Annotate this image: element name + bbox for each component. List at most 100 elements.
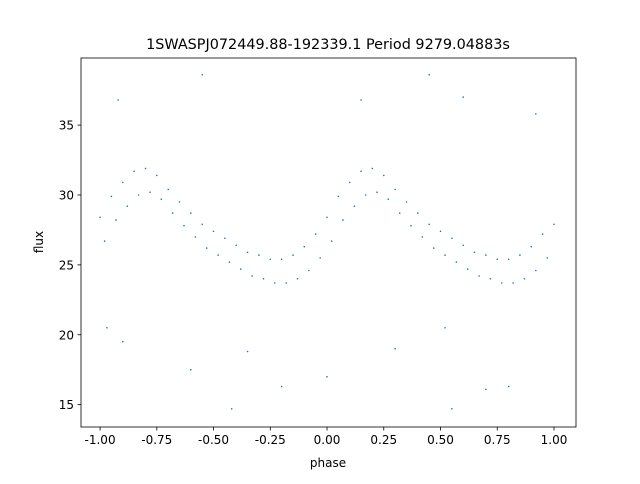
- data-point: [183, 224, 185, 227]
- data-point: [308, 269, 310, 272]
- x-tick-label: -0.25: [255, 433, 286, 447]
- data-point: [541, 233, 544, 235]
- y-axis-label: flux: [32, 231, 46, 253]
- data-point: [342, 219, 344, 221]
- data-point: [217, 254, 219, 256]
- data-point: [296, 278, 299, 280]
- data-point: [330, 240, 333, 242]
- data-point: [285, 282, 288, 284]
- data-point: [535, 269, 537, 272]
- data-point: [383, 174, 385, 177]
- data-point: [444, 254, 446, 256]
- y-axis-ticks: 15 20 25 30 35: [59, 119, 81, 412]
- data-point: [353, 205, 356, 207]
- data-point: [122, 340, 124, 343]
- data-point: [364, 194, 367, 196]
- x-axis-ticks: -1.00 -0.75 -0.50 -0.25 0.00 0.25 0.50 0.75 1.00: [85, 427, 568, 447]
- data-point: [535, 113, 537, 115]
- data-point: [371, 167, 374, 170]
- data-point: [553, 223, 555, 226]
- data-point: [485, 388, 487, 391]
- y-tick-label: 25: [59, 258, 74, 272]
- x-axis-label: phase: [310, 456, 346, 470]
- data-point: [394, 347, 396, 350]
- data-point: [280, 385, 283, 388]
- data-point: [262, 278, 265, 280]
- data-point: [348, 181, 351, 184]
- data-point: [428, 223, 431, 226]
- chart-title: 1SWASPJ072449.88-192339.1 Period 9279.04…: [146, 37, 510, 53]
- data-point: [171, 212, 174, 214]
- data-point: [201, 74, 203, 76]
- data-point: [455, 261, 458, 263]
- data-point: [110, 195, 113, 198]
- data-point: [190, 368, 192, 371]
- data-point: [376, 191, 378, 193]
- data-point: [246, 350, 249, 353]
- data-point: [360, 99, 362, 101]
- data-point: [462, 96, 465, 98]
- data-point: [478, 275, 480, 277]
- data-point: [523, 278, 526, 280]
- data-point: [507, 385, 510, 388]
- data-point: [398, 212, 401, 214]
- data-point: [122, 181, 124, 184]
- x-tick-label: 1.00: [541, 433, 568, 447]
- data-point: [496, 258, 499, 261]
- data-point: [546, 257, 548, 259]
- x-tick-label: 0.25: [370, 433, 397, 447]
- data-point: [258, 254, 260, 256]
- data-point: [314, 233, 317, 235]
- data-point: [99, 216, 101, 219]
- data-point: [115, 219, 117, 221]
- data-point: [439, 230, 442, 233]
- data-point: [117, 99, 119, 101]
- data-point: [519, 254, 521, 256]
- data-point: [246, 251, 249, 254]
- data-point: [156, 174, 158, 177]
- data-point: [280, 258, 283, 261]
- x-tick-label: -0.50: [198, 433, 229, 447]
- data-point: [212, 230, 215, 233]
- y-tick-label: 35: [59, 119, 74, 133]
- data-point: [326, 375, 328, 378]
- data-point: [530, 245, 533, 248]
- data-point: [466, 268, 469, 270]
- data-point: [432, 247, 435, 249]
- data-points: [99, 74, 555, 410]
- data-point: [178, 201, 181, 203]
- data-point: [137, 194, 140, 196]
- data-point: [421, 236, 424, 238]
- data-point: [405, 201, 408, 203]
- data-point: [473, 251, 476, 254]
- data-point: [501, 282, 503, 284]
- data-point: [103, 240, 106, 242]
- data-point: [387, 198, 390, 200]
- data-point: [485, 254, 487, 256]
- data-point: [126, 205, 129, 207]
- data-point: [240, 268, 242, 270]
- data-point: [394, 188, 396, 191]
- x-tick-label: 0.00: [314, 433, 341, 447]
- x-tick-label: -0.75: [141, 433, 172, 447]
- plot-frame: [80, 57, 577, 428]
- data-point: [167, 188, 169, 191]
- data-point: [160, 198, 163, 200]
- data-point: [451, 237, 453, 240]
- data-point: [326, 216, 328, 219]
- data-point: [235, 244, 237, 247]
- x-tick-label: 0.75: [484, 433, 511, 447]
- data-point: [201, 223, 203, 226]
- data-point: [251, 275, 253, 277]
- data-point: [224, 237, 226, 240]
- data-point: [292, 254, 294, 256]
- x-tick-label: -1.00: [85, 433, 116, 447]
- data-point: [462, 244, 465, 247]
- data-point: [194, 236, 197, 238]
- data-point: [444, 327, 446, 329]
- data-point: [144, 167, 147, 170]
- data-point: [303, 245, 306, 248]
- data-point: [190, 212, 192, 214]
- data-point: [274, 282, 276, 284]
